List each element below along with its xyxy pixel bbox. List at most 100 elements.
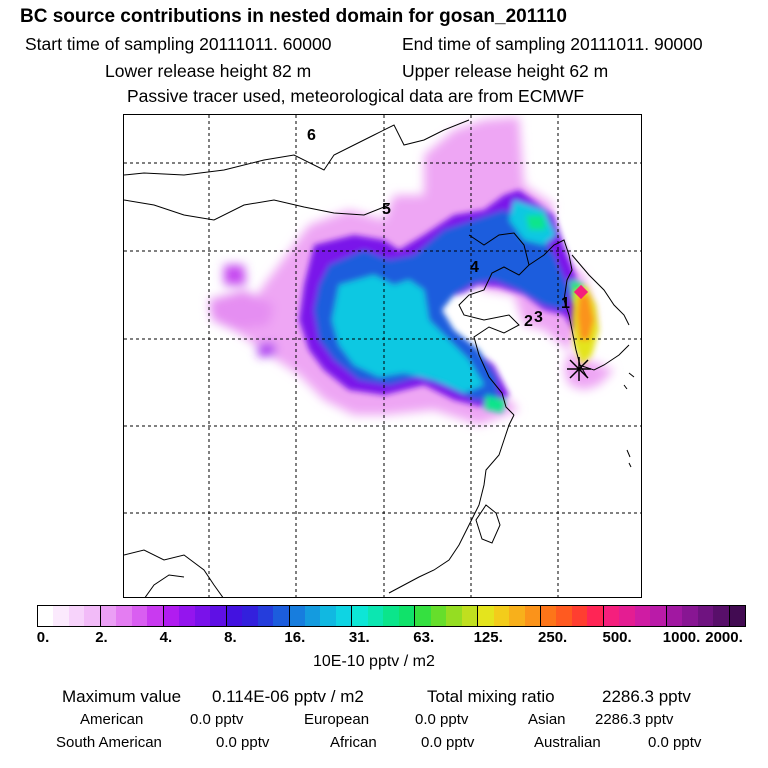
start-time-label: Start time of sampling 20111011. 60000 [25,34,332,54]
colorbar-segment [179,606,195,626]
colorbar-segment [289,606,305,626]
colorbar-segment [367,606,384,626]
colorbar-segment [634,606,651,626]
colorbar-segment [729,606,746,626]
plume-sw-blob [257,343,276,357]
colorbar-segment [335,606,353,626]
map-title: BC source contributions in nested domain… [20,6,567,27]
japan-islands [623,372,635,468]
map-panel: 6 5 4 1 2 3 [123,114,642,598]
region-label-6: 6 [307,127,316,144]
colorbar-segment [650,606,667,626]
maximum-value-marker [573,284,589,300]
region-value-european: 0.0 pptv [415,711,469,728]
colorbar-segment [210,606,227,626]
total-mixing-value: 2286.3 pptv [602,687,691,706]
colorbar-segment [53,606,69,626]
colorbar-segment [619,606,635,626]
plume-green-shandong [484,395,506,413]
region-value-australian: 0.0 pptv [648,734,702,751]
colorbar-tick-label: 500. [602,629,632,646]
colorbar-segment [430,606,447,626]
region-value-american: 0.0 pptv [190,711,244,728]
colorbar-segment [84,606,101,626]
colorbar-segment [478,606,494,626]
inner-border-north [124,199,390,221]
plume-green-bohai [526,215,546,230]
liaodong-coast [528,239,588,378]
inland-border-south [124,549,224,597]
concentration-plume [209,117,614,425]
colorbar-segment [415,606,431,626]
korea-east-coast [571,254,630,326]
bohai-coast [458,232,530,416]
colorbar-segment [461,606,479,626]
lower-release-height: Lower release height 82 m [105,61,312,81]
region-value-african: 0.0 pptv [421,734,475,751]
colorbar-ticks: 0. 2. 4. 8. 16. 31. 63. 125. 250. 500. 1000. 2000. [0,629,768,649]
colorbar-segment [242,606,258,626]
plume-west-blob [209,290,274,330]
china-east-coast [388,414,515,594]
inland-border-west [144,574,185,597]
colorbar-segment [320,606,336,626]
colorbar-segment [571,606,588,626]
colorbar-segment [304,606,321,626]
colorbar-segment [163,606,180,626]
colorbar-tick-label: 2. [95,629,108,646]
colorbar-segment [713,606,730,626]
colorbar-tick-label: 250. [538,629,568,646]
colorbar-segment [603,606,620,626]
region-name-european: European [304,711,370,728]
lat-lon-grid [124,115,641,597]
colorbar-segment [541,606,557,626]
region-label-5: 5 [382,201,391,218]
max-value: 0.114E-06 pptv / m2 [212,687,364,706]
colorbar-segment [493,606,510,626]
region-value-south-american: 0.0 pptv [216,734,270,751]
colorbar-units: 10E-10 pptv / m2 [313,653,435,670]
colorbar-segment [116,606,132,626]
colorbar-segment [100,606,117,626]
colorbar-tick-label: 8. [224,629,237,646]
colorbar-segment [446,606,462,626]
china-mongolia-border [124,119,470,176]
max-value-label: Maximum value [62,687,182,706]
plume-small-blob [224,265,246,285]
colorbar-segment [257,606,274,626]
region-label-2: 2 [524,313,533,330]
asterisk-marker [567,357,591,381]
colorbar-segment [273,606,290,626]
colorbar-segment [383,606,399,626]
region-name-american: American [80,711,144,728]
map-canvas [124,115,641,597]
colorbar-tick-label: 31. [348,629,370,646]
colorbar-segment [398,606,416,626]
total-mixing-label: Total mixing ratio [427,687,555,706]
region-label-3: 3 [534,309,543,326]
colorbar-tick-label: 4. [159,629,173,646]
taiwan-coast [475,504,501,544]
colorbar-segment [38,606,54,626]
end-time-label: End time of sampling 20111011. 90000 [402,34,703,54]
colorbar-segment [68,606,85,626]
colorbar-segment [194,606,211,626]
colorbar-tick-label: 125. [473,629,503,646]
region-name-south-american: South American [56,734,162,751]
colorbar-segment [131,606,148,626]
colorbar-segment [697,606,714,626]
colorbar-segment [147,606,164,626]
colorbar-segment [556,606,572,626]
colorbar-tick-label: 63. [413,629,435,646]
region-label-1: 1 [561,295,570,312]
region-value-asian: 2286.3 pptv [595,711,674,728]
colorbar-segment [509,606,525,626]
upper-release-height: Upper release height 62 m [402,61,609,81]
colorbar-segment [666,606,683,626]
colorbar-segment [226,606,243,626]
colorbar-segment [682,606,698,626]
region-name-australian: Australian [534,734,601,751]
region-name-african: African [330,734,377,751]
colorbar-segment [352,606,368,626]
colorbar-segment [587,606,604,626]
